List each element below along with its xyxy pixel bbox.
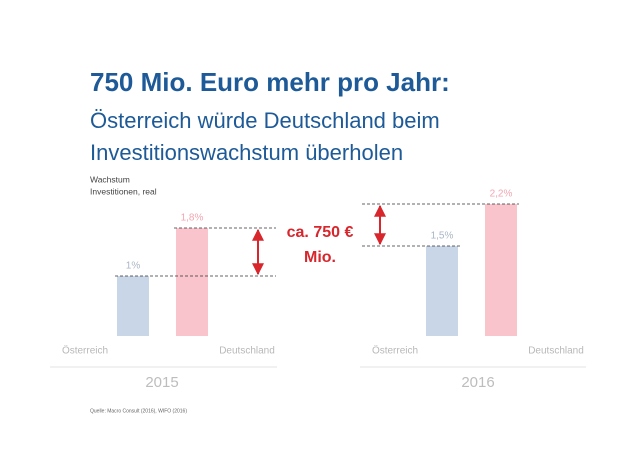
- title: 750 Mio. Euro mehr pro Jahr:: [90, 67, 450, 97]
- value-label: 2,2%: [490, 189, 513, 200]
- year-label: 2016: [461, 374, 494, 391]
- bar: [176, 228, 208, 336]
- subtitle-line: Investitionswachstum überholen: [90, 140, 403, 165]
- annotation: Mio.: [304, 249, 336, 266]
- source: Quelle: Macro Consult (2016), WIFO (2016…: [90, 408, 187, 414]
- category-label: Österreich: [62, 345, 108, 357]
- bar: [485, 204, 517, 336]
- value-label: 1,5%: [431, 231, 454, 242]
- annotation: ca. 750 €: [287, 224, 354, 241]
- value-label: 1,8%: [181, 213, 204, 224]
- value-label: 1%: [126, 261, 141, 272]
- category-label: Deutschland: [528, 346, 584, 357]
- y-axis-label: Wachstum: [90, 174, 130, 184]
- year-label: 2015: [145, 374, 178, 391]
- bar: [426, 246, 458, 336]
- y-axis-label: Investitionen, real: [90, 186, 157, 196]
- bar: [117, 276, 149, 336]
- subtitle-line: Österreich würde Deutschland beim: [90, 108, 440, 133]
- category-label: Deutschland: [219, 346, 275, 357]
- category-label: Österreich: [372, 345, 418, 357]
